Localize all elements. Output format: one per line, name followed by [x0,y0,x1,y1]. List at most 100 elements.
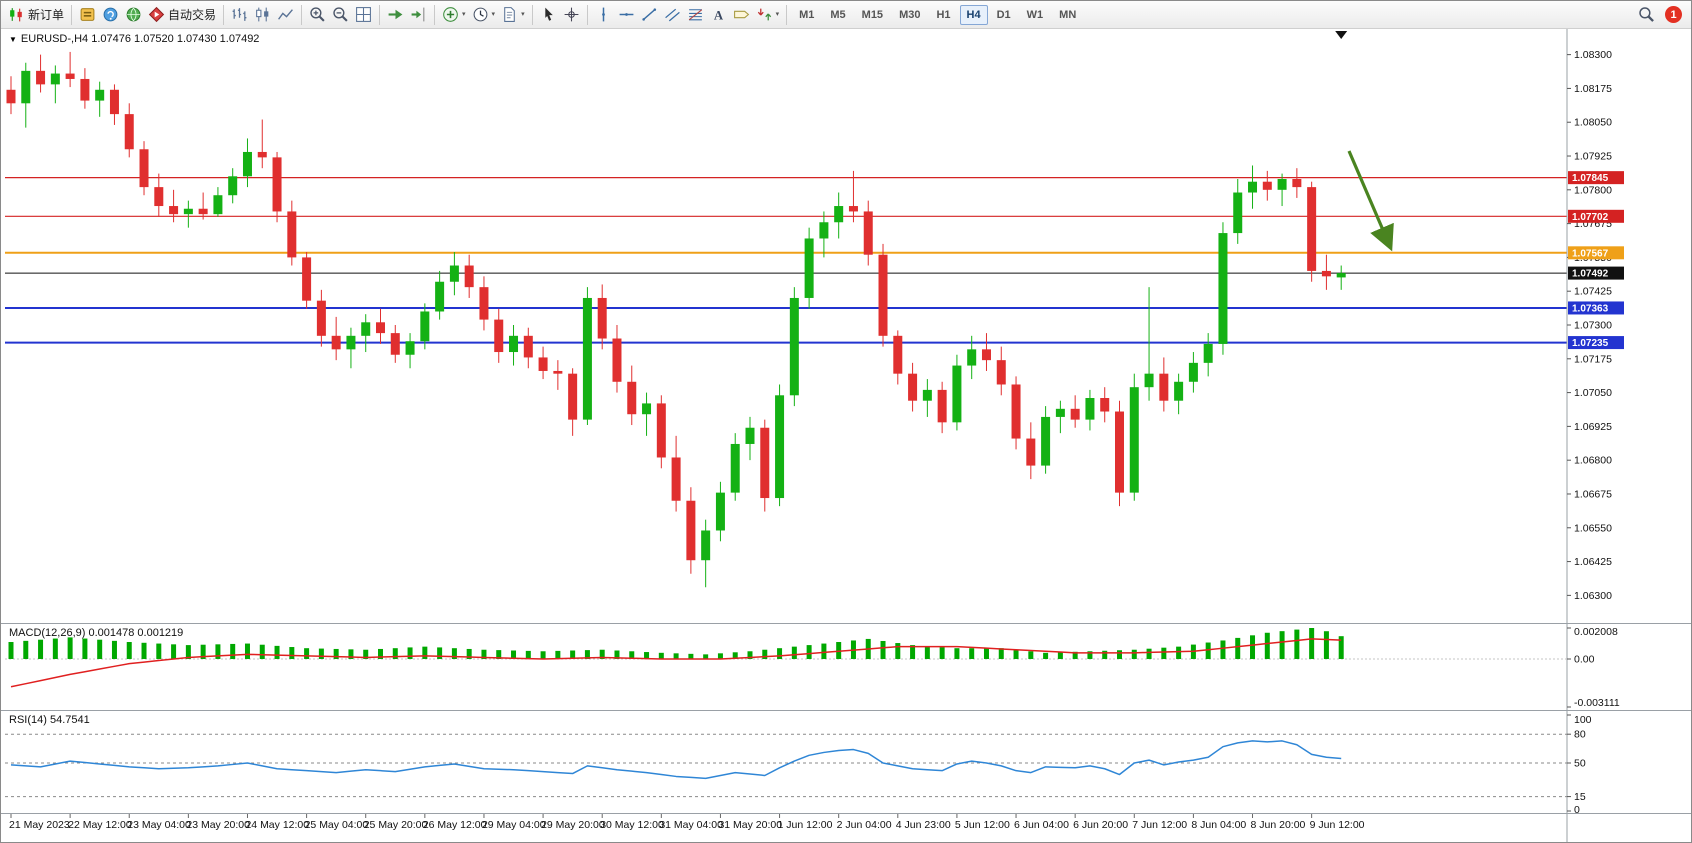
indicators-button[interactable]: ▾ [439,4,469,26]
timeframe-button-W1[interactable]: W1 [1026,8,1044,21]
notification-badge[interactable]: 1 [1665,6,1682,23]
macd-bar [1250,635,1256,659]
timeframe-button-M5[interactable]: M5 [830,8,846,21]
candle-down [908,373,918,401]
candle-down [479,287,489,320]
terminal-button[interactable] [76,4,99,26]
crosshair-icon [563,6,580,23]
candle-down [1115,411,1124,493]
macd-bar [230,643,236,659]
timeframe-button-M1[interactable]: M1 [799,8,815,21]
search-button[interactable] [1635,4,1658,26]
text-button[interactable]: A [707,4,730,26]
time-axis-label: 4 Jun 23:00 [896,819,951,831]
chart-shift-button[interactable] [407,4,430,26]
strategy-tester-button[interactable] [99,4,122,26]
trendline-button[interactable] [638,4,661,26]
candle-down [331,335,341,350]
arrows-button[interactable]: ▾ [753,4,783,26]
timeframe-button-H1[interactable]: H1 [936,8,951,21]
price-tick-label: 1.08050 [1574,117,1612,129]
macd-bar [777,648,783,659]
fibonacci-button[interactable] [684,4,707,26]
macd-bar [481,649,487,659]
tile-windows-button[interactable] [352,4,375,26]
macd-bar [1013,649,1019,659]
candle-down [494,319,504,353]
time-axis-label: 25 May 20:00 [364,819,428,831]
timeframe-button-M30[interactable]: M30 [899,8,921,21]
candle-up [715,492,725,531]
macd-bar [939,647,945,659]
price-tag-label: 1.07567 [1572,248,1609,259]
candle-down [671,457,681,501]
templates-icon [501,6,518,23]
macd-bar [1131,649,1137,659]
candle-up [1144,373,1154,388]
candle-down [1011,384,1021,439]
bars-chart-button[interactable] [228,4,251,26]
candle-down [1292,179,1302,188]
candle-up [1188,362,1198,382]
zoom-in-icon [309,6,326,23]
macd-bar [614,650,620,659]
horizontal-line-button[interactable] [615,4,638,26]
vertical-line-button[interactable] [592,4,615,26]
periods-button[interactable]: ▾ [469,4,499,26]
channel-button[interactable] [661,4,684,26]
candle-down [65,73,75,79]
macd-bar [983,648,989,659]
tile-windows-icon [355,6,372,23]
candle-down [257,151,267,158]
timeframe-button-M15[interactable]: M15 [861,8,884,21]
text-label-icon [733,6,750,23]
price-tick-label: 1.07050 [1574,387,1612,399]
macd-bar [1072,651,1078,659]
candle-down [1100,398,1110,412]
cursor-button[interactable] [537,4,560,26]
macd-bar [969,648,975,659]
new-order-button[interactable]: 新订单 [5,4,67,26]
macd-bar [1146,648,1152,659]
timeframe-button-D1[interactable]: D1 [996,8,1011,21]
time-axis-label: 5 Jun 12:00 [955,819,1010,831]
crosshair-button[interactable] [560,4,583,26]
label-button[interactable] [730,4,753,26]
candles-chart-button[interactable] [251,4,274,26]
timeframe-button-MN[interactable]: MN [1059,8,1077,21]
zoom-in-button[interactable] [306,4,329,26]
candle-up [1203,343,1213,363]
price-tick-label: 1.07925 [1574,151,1612,163]
candle-up [228,176,238,196]
time-axis-label: 7 Jun 12:00 [1132,819,1187,831]
toolbar-separator [586,4,588,25]
candle-up [50,73,60,85]
annotation-arrow[interactable] [1347,150,1394,252]
macd-bar [629,651,635,659]
candle-up [1336,273,1346,278]
price-tick-label: 1.06300 [1574,590,1612,602]
zoom-out-button[interactable] [329,4,352,26]
templates-button[interactable]: ▾ [498,4,528,26]
auto-scroll-icon [387,6,404,23]
time-axis-label: 9 Jun 12:00 [1310,819,1365,831]
candle-down [1070,408,1080,420]
candle-down [124,114,134,150]
auto-scroll-button[interactable] [384,4,407,26]
macd-bar [1043,652,1049,659]
candle-up [582,297,592,420]
line-chart-button[interactable] [274,4,297,26]
market-service-button[interactable] [122,4,145,26]
macd-bar [688,653,694,659]
time-axis-label: 2 Jun 04:00 [837,819,892,831]
service-icon [125,6,142,23]
autotrading-button[interactable]: 自动交易 [145,4,219,26]
macd-bar [555,650,561,659]
macd-bar [97,639,103,659]
candle-down [169,206,179,215]
time-axis-label: 31 May 20:00 [718,819,782,831]
candle-up [1085,398,1095,420]
candle-up [701,530,711,561]
timeframe-button-H4[interactable]: H4 [959,4,988,25]
